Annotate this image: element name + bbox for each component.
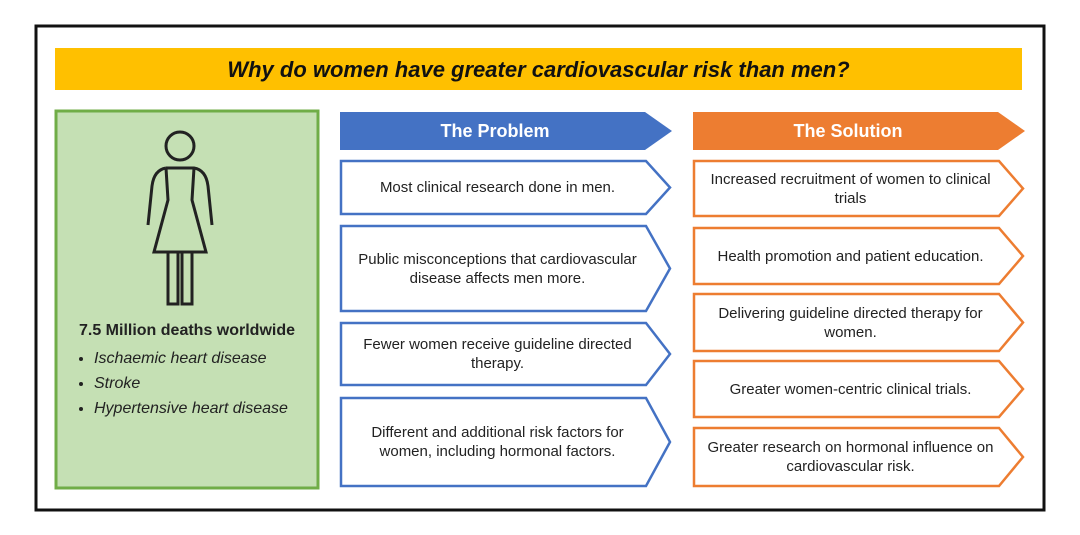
problem-item: Fewer women receive guideline directed t…	[363, 336, 632, 372]
title: Why do women have greater cardiovascular…	[227, 56, 850, 82]
problem-item: Different and additional risk factors fo…	[371, 424, 624, 460]
bullet: Ischaemic heart disease	[94, 346, 312, 371]
problem-header: The Problem	[440, 120, 550, 141]
title-banner	[55, 48, 1022, 90]
bullet: Stroke	[94, 371, 312, 396]
problem-item: Most clinical research done in men.	[379, 179, 616, 196]
solution-header-arrow	[693, 112, 1025, 150]
solution-item: Health promotion and patient education.	[717, 247, 984, 265]
woman-icon	[146, 130, 214, 306]
problem-item: Public misconceptions that cardiovascula…	[358, 250, 637, 287]
left-panel	[54, 109, 320, 490]
problem-box	[339, 224, 672, 313]
bullet: Hypertensive heart disease	[94, 396, 312, 421]
solution-item: Greater women-centric clinical trials.	[729, 380, 972, 398]
solution-header: The Solution	[793, 120, 903, 141]
problem-box	[339, 159, 672, 216]
solution-box	[692, 359, 1025, 419]
solution-box	[692, 426, 1025, 488]
solution-item: Increased recruitment of women to clinic…	[710, 170, 991, 207]
left-text: 7.5 Million deaths worldwide Ischaemic h…	[62, 320, 312, 421]
problem-box	[339, 396, 672, 488]
problem-box	[339, 321, 672, 387]
frame	[34, 24, 1046, 512]
solution-box	[692, 159, 1025, 218]
problem-header-arrow	[340, 112, 672, 150]
solution-box	[692, 292, 1025, 353]
solution-item: Greater research on hormonal influence o…	[707, 439, 994, 475]
solution-item: Delivering guideline directed therapy fo…	[718, 304, 983, 341]
headline: 7.5 Million deaths worldwide	[78, 322, 296, 339]
bullet-list: Ischaemic heart diseaseStrokeHypertensiv…	[62, 346, 312, 421]
solution-box	[692, 226, 1025, 286]
